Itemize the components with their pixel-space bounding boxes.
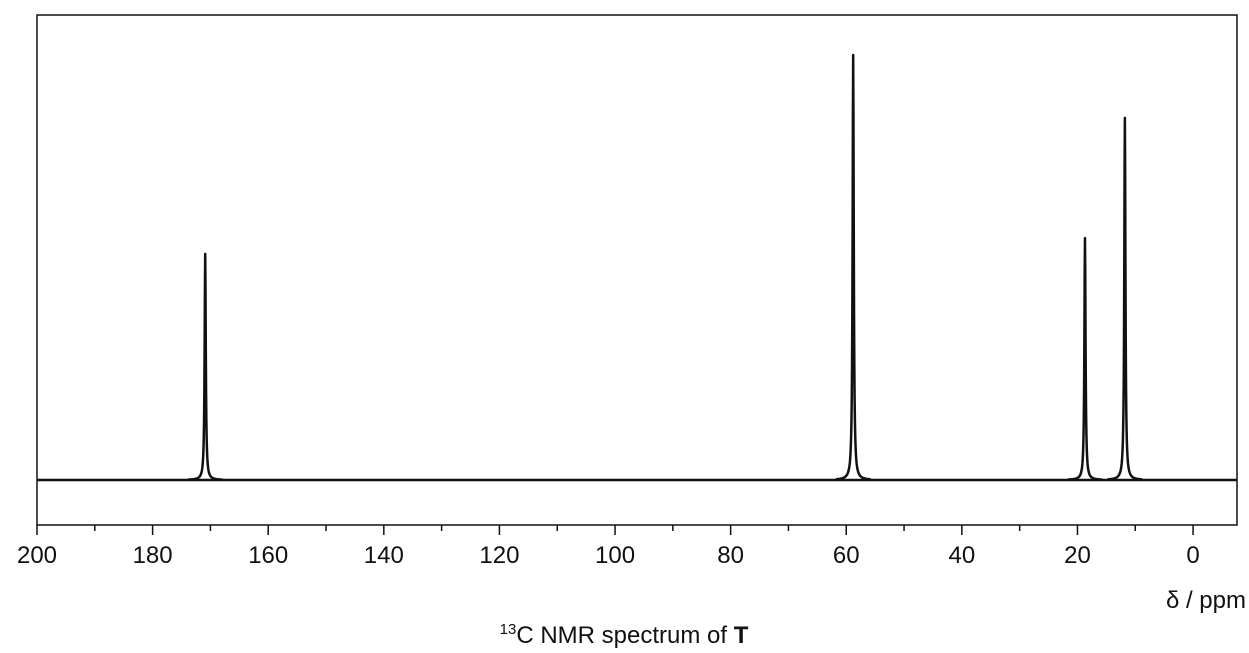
x-tick-label: 60 (833, 542, 860, 569)
peak (834, 53, 872, 481)
x-tick-label: 20 (1064, 542, 1091, 569)
x-tick-label: 140 (364, 542, 404, 569)
x-tick-label: 120 (479, 542, 519, 569)
x-tick-label: 40 (949, 542, 976, 569)
x-tick-label: 200 (17, 542, 57, 569)
plot-frame (36, 14, 1238, 526)
x-tick-label: 0 (1186, 542, 1199, 569)
x-tick-label: 80 (717, 542, 744, 569)
title-superscript: 13 (500, 621, 517, 638)
peak (186, 252, 224, 481)
title-text: C NMR spectrum of (516, 622, 733, 649)
x-tick-label: 160 (248, 542, 288, 569)
x-tick-label: 180 (133, 542, 173, 569)
peak (1106, 116, 1144, 481)
peak (1066, 236, 1104, 481)
x-tick-label: 100 (595, 542, 635, 569)
chart-title: 13C NMR spectrum of T (500, 621, 749, 649)
title-bold: T (734, 622, 749, 649)
x-axis-label: δ / ppm (1166, 587, 1246, 614)
